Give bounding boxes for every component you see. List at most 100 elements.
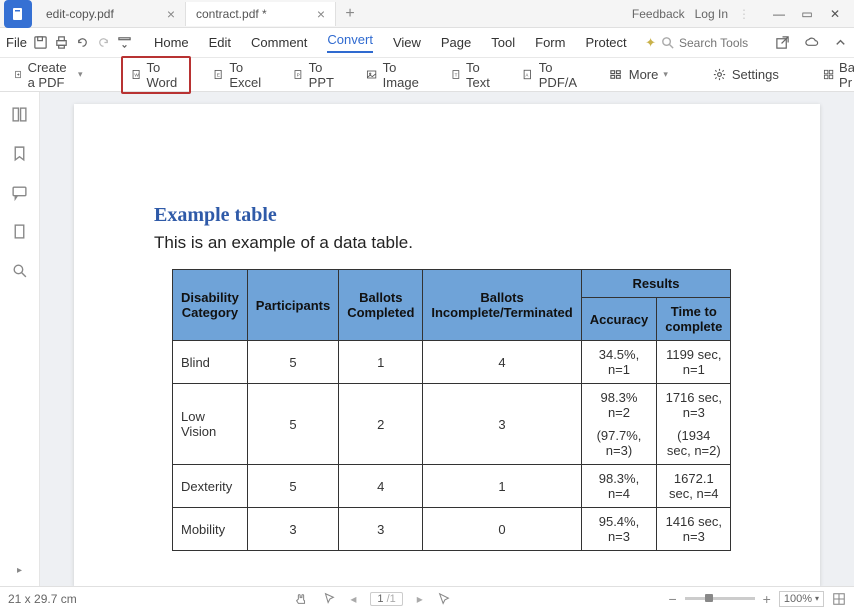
svg-text:A: A [526,73,529,78]
to-excel-label: To Excel [229,60,265,90]
collapse-ribbon-icon[interactable] [833,35,848,50]
to-image-button[interactable]: To Image [360,57,428,93]
prev-page-icon[interactable]: ◂ [350,592,356,606]
tab-edit-copy[interactable]: edit-copy.pdf × [36,2,186,26]
to-ppt-label: To PPT [309,60,339,90]
svg-text:P: P [297,72,300,77]
svg-text:E: E [217,73,220,79]
menu-home[interactable]: Home [154,35,189,50]
settings-button[interactable]: Settings [706,64,785,85]
doc-icon [14,67,23,82]
zoom-in-icon[interactable]: + [763,591,771,607]
pages-icon[interactable] [11,106,28,123]
workspace: ▸ W Example table This is an example of … [0,92,854,586]
th-incomplete: Ballots Incomplete/Terminated [423,270,581,341]
batch-button[interactable]: Batch Pr [817,57,854,93]
maximize-button[interactable]: ▭ [794,4,820,24]
image-icon [366,67,377,82]
menu-page[interactable]: Page [441,35,471,50]
menu-comment[interactable]: Comment [251,35,307,50]
next-page-icon[interactable]: ▸ [417,592,423,606]
zoom-level[interactable]: 100%▾ [779,591,824,607]
create-pdf-button[interactable]: Create a PDF ▾ [8,57,89,93]
chevron-down-icon: ▾ [78,69,83,80]
pdfa-icon: A [522,67,533,82]
minimize-button[interactable]: — [766,4,792,24]
settings-label: Settings [732,67,779,82]
to-excel-button[interactable]: E To Excel [207,57,271,93]
bookmark-icon[interactable] [11,145,28,162]
search-icon [660,35,675,50]
menu-form[interactable]: Form [535,35,565,50]
cloud-icon[interactable] [804,35,819,50]
tab-contract[interactable]: contract.pdf * × [186,2,336,26]
text-icon: T [451,67,461,82]
file-menu[interactable]: File [6,35,27,50]
redo-icon[interactable] [96,35,111,50]
menu-edit[interactable]: Edit [209,35,231,50]
save-icon[interactable] [33,35,48,50]
close-button[interactable]: ✕ [822,4,848,24]
open-external-icon[interactable] [775,35,790,50]
cursor-icon[interactable] [437,592,451,606]
menu-convert[interactable]: Convert [327,32,373,53]
more-button[interactable]: More ▾ [603,64,674,85]
select-tool-icon[interactable] [322,592,336,606]
to-text-button[interactable]: T To Text [445,57,501,93]
dock-collapse-icon[interactable]: ▸ [17,565,22,576]
table-row: Mobility 3 3 0 95.4%, n=3 1416 sec, n=3 [173,508,731,551]
tab-label: edit-copy.pdf [46,7,114,21]
to-word-button[interactable]: W To Word [121,56,192,94]
star-icon[interactable]: ✦ [645,35,656,51]
menu-tool[interactable]: Tool [491,35,515,50]
data-table: Disability Category Participants Ballots… [172,269,731,551]
create-pdf-label: Create a PDF [28,60,73,90]
titlebar: edit-copy.pdf × contract.pdf * × + Feedb… [0,0,854,28]
comment-icon[interactable] [11,184,28,201]
undo-icon[interactable] [75,35,90,50]
zoom-slider[interactable] [685,597,755,600]
close-icon[interactable]: × [167,6,175,22]
page: Example table This is an example of a da… [74,104,820,586]
dropdown-icon[interactable] [117,35,132,50]
left-dock: ▸ [0,92,40,586]
document-subtitle: This is an example of a data table. [154,233,740,253]
feedback-link[interactable]: Feedback [632,7,685,21]
table-row: Blind 5 1 4 34.5%, n=1 1199 sec, n=1 [173,341,731,384]
search-input[interactable] [679,36,759,50]
menu-protect[interactable]: Protect [585,35,626,50]
more-icon [609,67,624,82]
file-tabs: edit-copy.pdf × contract.pdf * × + [36,2,364,26]
menu-view[interactable]: View [393,35,421,50]
zoom-out-icon[interactable]: − [668,591,676,607]
hand-tool-icon[interactable] [294,592,308,606]
th-results: Results [581,270,731,298]
search-panel-icon[interactable] [11,262,28,279]
gear-icon [712,67,727,82]
page-number-input[interactable]: 1 /1 [370,592,402,606]
th-category: Disability Category [173,270,248,341]
table-row: Dexterity 5 4 1 98.3%, n=4 1672.1 sec, n… [173,465,731,508]
new-tab-button[interactable]: + [336,5,364,23]
th-participants: Participants [247,270,338,341]
document-title: Example table [154,204,740,227]
to-word-label: To Word [146,60,181,90]
table-body: Blind 5 1 4 34.5%, n=1 1199 sec, n=1 Low… [173,341,731,551]
close-icon[interactable]: × [317,6,325,22]
fit-page-icon[interactable] [832,592,846,606]
to-image-label: To Image [383,60,423,90]
search-tools[interactable] [660,35,759,50]
document-area: W Example table This is an example of a … [40,92,854,586]
batch-icon [823,67,834,82]
to-pdfa-label: To PDF/A [539,60,581,90]
app-logo [4,0,32,28]
print-icon[interactable] [54,35,69,50]
excel-icon: E [213,67,224,82]
attachment-icon[interactable] [11,223,28,240]
to-ppt-button[interactable]: P To PPT [287,57,344,93]
to-pdfa-button[interactable]: A To PDF/A [516,57,586,93]
more-label: More [629,67,659,82]
login-link[interactable]: Log In [695,7,728,21]
th-time: Time to complete [657,298,731,341]
svg-text:W: W [134,73,139,79]
